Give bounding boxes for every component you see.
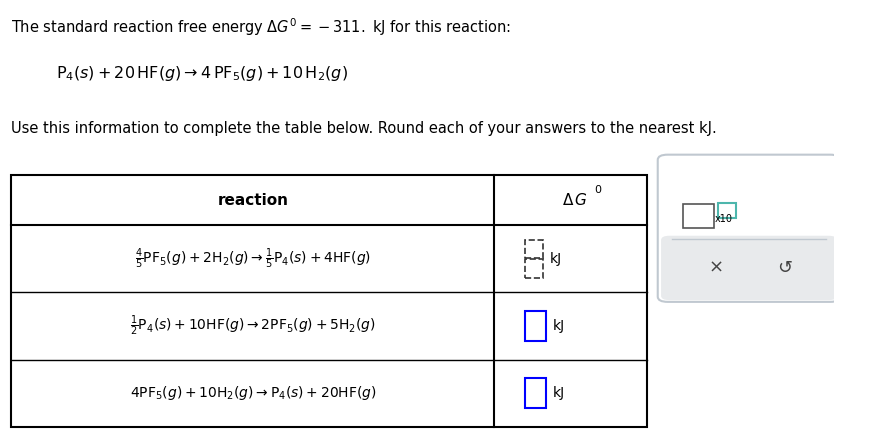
FancyBboxPatch shape [661, 236, 837, 300]
Text: $\mathrm{P_4}(s) + 20\,\mathrm{HF}(g)\rightarrow 4\,\mathrm{PF_5}(g) + 10\,\math: $\mathrm{P_4}(s) + 20\,\mathrm{HF}(g)\ri… [56, 64, 347, 83]
Text: $\frac{1}{2}\mathrm{P_4}(s) + 10\mathrm{HF}(g) \rightarrow 2\mathrm{PF_5}(g) + 5: $\frac{1}{2}\mathrm{P_4}(s) + 10\mathrm{… [130, 314, 375, 338]
FancyBboxPatch shape [657, 155, 840, 302]
Bar [718, 203, 736, 218]
Text: x10: x10 [715, 214, 733, 224]
Text: The standard reaction free energy $\Delta G^{0} = -311.$ kJ for this reaction:: The standard reaction free energy $\Delt… [11, 17, 512, 38]
Text: kJ: kJ [553, 319, 565, 333]
Text: $\frac{4}{5}\mathrm{PF_5}(g) + 2\mathrm{H_2}(g) \rightarrow \frac{1}{5}\mathrm{P: $\frac{4}{5}\mathrm{PF_5}(g) + 2\mathrm{… [135, 246, 371, 271]
Text: ×: × [709, 259, 724, 277]
Bar [11, 175, 647, 427]
Text: $\Delta\,G$: $\Delta\,G$ [562, 192, 588, 208]
Bar [683, 205, 714, 229]
Bar [525, 259, 543, 277]
Text: ↺: ↺ [777, 259, 792, 277]
Text: $4\mathrm{PF_5}(g) + 10\mathrm{H_2}(g) \rightarrow \mathrm{P_4}(s) + 20\mathrm{H: $4\mathrm{PF_5}(g) + 10\mathrm{H_2}(g) \… [129, 384, 376, 402]
Bar [525, 378, 546, 409]
Bar [525, 311, 546, 341]
Text: reaction: reaction [217, 193, 288, 208]
Text: Use this information to complete the table below. Round each of your answers to : Use this information to complete the tab… [11, 121, 717, 136]
Text: $0$: $0$ [594, 183, 602, 195]
Text: kJ: kJ [550, 252, 562, 266]
Bar [525, 240, 543, 258]
Text: kJ: kJ [553, 386, 565, 400]
